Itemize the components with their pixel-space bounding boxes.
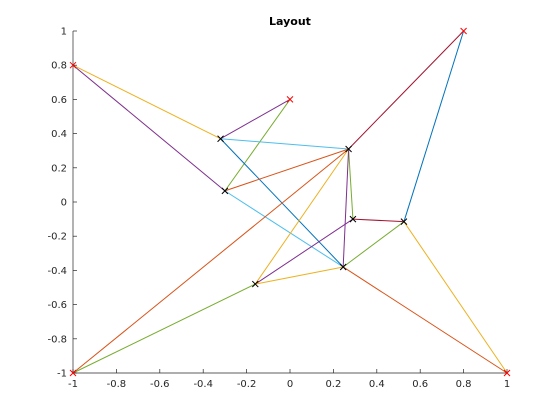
y-tick-label: -1 bbox=[57, 369, 67, 380]
x-tick-label: 0.8 bbox=[456, 379, 472, 390]
y-tick-label: 1 bbox=[61, 27, 67, 38]
edge-12 bbox=[254, 148, 350, 285]
x-tick-label: 1 bbox=[504, 379, 510, 390]
y-tick-label: 0.4 bbox=[51, 129, 67, 140]
edge-8 bbox=[348, 30, 464, 150]
edges-layer bbox=[72, 30, 508, 374]
edge-14 bbox=[255, 218, 354, 285]
edge-17 bbox=[342, 266, 508, 374]
node-markers bbox=[69, 27, 511, 377]
edge-20 bbox=[72, 148, 349, 374]
x-tick-label: 0.4 bbox=[369, 379, 385, 390]
x-tick-label: -0.4 bbox=[193, 379, 213, 390]
fixed-node-marker bbox=[503, 369, 511, 377]
edge-0 bbox=[72, 64, 221, 140]
edge-11 bbox=[342, 148, 350, 268]
edge-9 bbox=[403, 30, 465, 222]
free-node-marker bbox=[251, 280, 259, 288]
free-node-marker bbox=[221, 187, 229, 195]
fixed-node-marker bbox=[286, 96, 294, 103]
edge-1 bbox=[72, 64, 226, 192]
y-tick-label: 0.6 bbox=[51, 95, 67, 106]
x-tick-label: -1 bbox=[68, 379, 78, 390]
edge-4 bbox=[220, 138, 349, 150]
free-node-marker bbox=[349, 215, 357, 223]
x-tick-label: 0.6 bbox=[412, 379, 428, 390]
fixed-node-marker bbox=[69, 369, 77, 377]
y-tick-label: 0.8 bbox=[51, 61, 67, 72]
x-tick-label: -0.6 bbox=[150, 379, 170, 390]
fixed-node-marker bbox=[69, 61, 77, 69]
edge-18 bbox=[255, 266, 344, 285]
free-node-marker bbox=[217, 135, 224, 143]
x-tick-label: 0 bbox=[287, 379, 293, 390]
y-tick-label: -0.4 bbox=[47, 266, 67, 277]
edge-13 bbox=[352, 218, 404, 223]
edge-2 bbox=[220, 98, 291, 140]
edge-15 bbox=[342, 221, 405, 268]
edge-19 bbox=[72, 283, 256, 374]
y-tick-label: -0.6 bbox=[47, 300, 67, 311]
x-tick-label: 0.2 bbox=[325, 379, 341, 390]
free-node-marker bbox=[400, 218, 408, 226]
edge-16 bbox=[403, 221, 508, 374]
edge-6 bbox=[224, 148, 349, 192]
chart-title: Layout bbox=[269, 15, 311, 28]
edge-7 bbox=[224, 190, 344, 268]
free-node-marker bbox=[345, 145, 352, 153]
x-tick-label: -0.2 bbox=[237, 379, 257, 390]
y-tick-label: -0.8 bbox=[47, 334, 67, 345]
y-tick-label: 0.2 bbox=[51, 163, 67, 174]
x-tick-label: -0.8 bbox=[107, 379, 127, 390]
fixed-node-marker bbox=[460, 27, 467, 35]
edge-10 bbox=[348, 148, 354, 220]
y-tick-label: 0 bbox=[61, 198, 67, 209]
free-node-marker bbox=[339, 263, 347, 271]
edge-3 bbox=[224, 99, 291, 192]
axes: -1 -0.8 -0.6 -0.4 -0.2 0 0.2 0.4 0.6 0.8 1 -1 -0.8 -0… bbox=[47, 27, 510, 391]
y-tick-label: -0.2 bbox=[47, 232, 67, 243]
